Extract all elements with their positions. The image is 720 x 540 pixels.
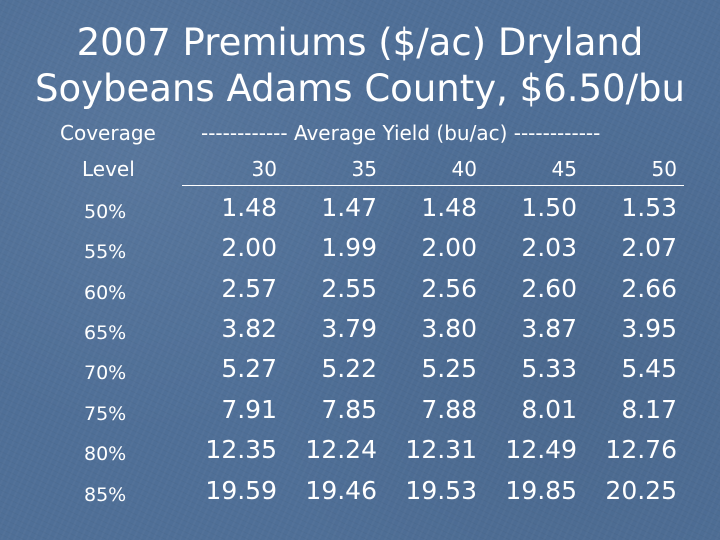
premium-cell-2-yield-35: 2.55 [321,274,377,303]
premium-cell-0-yield-50: 1.53 [621,193,677,222]
premium-cell-2-yield-30: 2.57 [221,274,277,303]
coverage-level-2: 60% [84,282,127,304]
premium-cell-5-yield-35: 7.85 [321,395,377,424]
coverage-level-3: 65% [84,322,127,344]
premium-cell-1-yield-45: 2.03 [521,233,577,262]
premium-cell-0-yield-35: 1.47 [321,193,377,222]
premium-cell-3-yield-35: 3.79 [321,314,377,343]
average-yield-header: ------------ Average Yield (bu/ac) -----… [201,121,601,145]
premium-cell-5-yield-45: 8.01 [521,395,577,424]
coverage-level-4: 70% [84,362,127,384]
level-header: Level [82,157,135,181]
yield-header-50: 50 [651,157,677,181]
yield-header-35: 35 [351,157,377,181]
premium-cell-1-yield-50: 2.07 [621,233,677,262]
premium-cell-4-yield-30: 5.27 [221,354,277,383]
slide-title-line-1: 2007 Premiums ($/ac) Dryland [76,21,644,64]
yield-header-30: 30 [251,157,277,181]
premium-cell-7-yield-50: 20.25 [605,476,677,505]
premium-cell-4-yield-45: 5.33 [521,354,577,383]
slide-title: 2007 Premiums ($/ac) Dryland Soybeans Ad… [0,20,720,112]
premium-cell-6-yield-35: 12.24 [305,435,377,464]
premium-cell-6-yield-50: 12.76 [605,435,677,464]
premium-cell-6-yield-40: 12.31 [405,435,477,464]
premium-cell-3-yield-45: 3.87 [521,314,577,343]
yield-header-40: 40 [451,157,477,181]
premium-cell-5-yield-50: 8.17 [621,395,677,424]
premium-cell-4-yield-40: 5.25 [421,354,477,383]
premium-cell-1-yield-30: 2.00 [221,233,277,262]
premium-cell-7-yield-35: 19.46 [305,476,377,505]
premium-cell-4-yield-50: 5.45 [621,354,677,383]
premium-cell-7-yield-40: 19.53 [405,476,477,505]
coverage-level-1: 55% [84,241,127,263]
coverage-level-6: 80% [84,443,127,465]
premium-cell-1-yield-35: 1.99 [321,233,377,262]
premium-cell-0-yield-40: 1.48 [421,193,477,222]
premium-cell-3-yield-40: 3.80 [421,314,477,343]
premium-cell-7-yield-45: 19.85 [505,476,577,505]
header-rule [182,185,684,186]
coverage-level-7: 85% [84,484,127,506]
yield-header-45: 45 [551,157,577,181]
premium-cell-5-yield-40: 7.88 [421,395,477,424]
coverage-header: Coverage [60,121,156,145]
premium-cell-0-yield-45: 1.50 [521,193,577,222]
premium-cell-6-yield-45: 12.49 [505,435,577,464]
coverage-level-5: 75% [84,403,127,425]
premium-cell-7-yield-30: 19.59 [205,476,277,505]
slide-title-line-2: Soybeans Adams County, $6.50/bu [35,67,685,110]
premium-cell-2-yield-50: 2.66 [621,274,677,303]
premium-cell-3-yield-30: 3.82 [221,314,277,343]
premium-cell-2-yield-45: 2.60 [521,274,577,303]
premium-cell-2-yield-40: 2.56 [421,274,477,303]
premium-cell-3-yield-50: 3.95 [621,314,677,343]
premium-cell-4-yield-35: 5.22 [321,354,377,383]
premium-cell-6-yield-30: 12.35 [205,435,277,464]
premium-cell-5-yield-30: 7.91 [221,395,277,424]
premium-cell-1-yield-40: 2.00 [421,233,477,262]
coverage-level-0: 50% [84,201,127,223]
premium-cell-0-yield-30: 1.48 [221,193,277,222]
